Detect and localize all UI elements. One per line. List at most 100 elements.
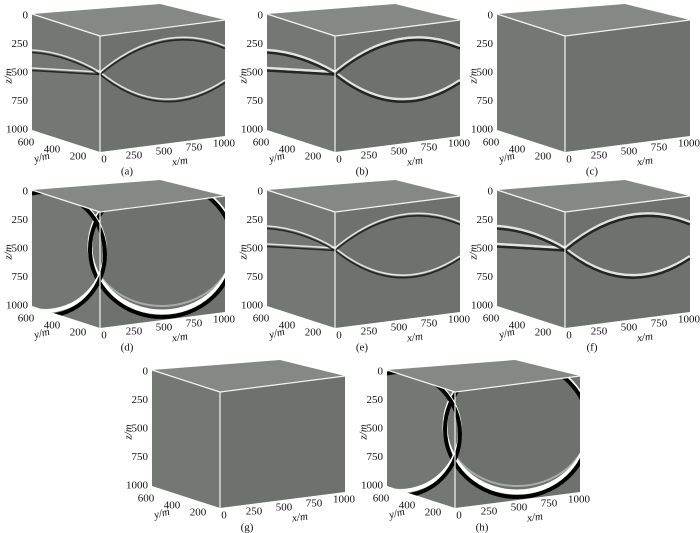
z-tick-label: 0 [488, 186, 494, 198]
z-tick-label: 250 [477, 38, 494, 50]
cube-edge [151, 369, 221, 393]
y-tick-label: 200 [425, 507, 442, 519]
x-tick-label: 250 [361, 150, 378, 162]
z-tick-label: 0 [258, 10, 264, 22]
side-face [267, 14, 335, 152]
top-face [152, 360, 345, 392]
x-tick-label: 500 [276, 502, 293, 514]
z-tick-label: 500 [367, 423, 384, 435]
top-face [32, 4, 225, 36]
wavefront [443, 370, 580, 499]
top-face [32, 180, 225, 212]
side-face [497, 190, 565, 328]
x-tick-label: 250 [126, 326, 143, 338]
z-tick-label: 1000 [241, 300, 264, 312]
top-face [497, 4, 690, 36]
cube-edge [31, 13, 101, 37]
y-tick-label: 200 [70, 151, 87, 163]
z-tick-label: 1000 [361, 480, 384, 492]
y-axis-title: y/m [32, 326, 51, 342]
panel-label: (h) [476, 522, 489, 533]
z-tick-label: 0 [488, 10, 494, 22]
z-tick-label: 1000 [6, 124, 29, 136]
y-tick-label: 600 [373, 493, 390, 505]
x-tick-label: 750 [306, 498, 323, 510]
z-axis-title: z/m [358, 424, 370, 440]
cube-edge [496, 13, 566, 37]
panel: 0 250 500 750 1000 z/m 600 400 200 y/m 0 250 500 750 1… [468, 180, 700, 354]
wavefront [267, 212, 460, 249]
x-tick-label: 1000 [568, 494, 591, 506]
panel: 0 250 500 750 1000 z/m 600 400 200 y/m 0 250 500 750 1… [358, 360, 591, 533]
x-axis-title: x/m [290, 510, 308, 524]
wavefront [267, 243, 460, 276]
x-tick-label: 250 [591, 150, 608, 162]
side-face [32, 14, 100, 152]
z-tick-label: 0 [258, 186, 264, 198]
x-tick-label: 1000 [213, 138, 236, 150]
x-tick-label: 500 [391, 322, 408, 334]
z-tick-label: 1000 [471, 124, 494, 136]
x-tick-label: 250 [126, 150, 143, 162]
panel: 0 250 500 750 1000 z/m 600 400 200 y/m 0 250 500 750 1… [3, 4, 236, 178]
y-tick-label: 400 [279, 144, 296, 156]
y-tick-label: 200 [535, 151, 552, 163]
z-tick-label: 500 [477, 67, 494, 79]
wavefront [267, 69, 460, 103]
z-tick-label: 250 [367, 394, 384, 406]
x-tick-label: 1000 [448, 138, 471, 150]
x-tick-label: 500 [621, 322, 638, 334]
x-tick-label: 500 [621, 146, 638, 158]
x-tick-label: 750 [421, 318, 438, 330]
x-tick-label: 0 [221, 510, 227, 522]
y-tick-label: 400 [44, 320, 61, 332]
y-tick-label: 400 [509, 320, 526, 332]
panel-label: (e) [356, 342, 369, 354]
wavefield [32, 36, 225, 103]
wavefront [32, 69, 225, 103]
y-tick-label: 600 [18, 313, 35, 325]
z-tick-label: 250 [477, 214, 494, 226]
front-face [565, 20, 690, 152]
z-tick-label: 1000 [126, 480, 149, 492]
y-tick-label: 200 [190, 507, 207, 519]
z-tick-label: 250 [247, 214, 264, 226]
y-axis-title: y/m [267, 150, 286, 166]
x-tick-label: 1000 [448, 314, 471, 326]
panel-label: (d) [121, 342, 134, 354]
z-tick-label: 750 [12, 271, 29, 283]
z-axis-title: z/m [3, 68, 15, 84]
x-tick-label: 1000 [678, 314, 700, 326]
x-axis-title: x/m [170, 330, 188, 344]
z-axis-title: z/m [468, 244, 480, 260]
z-tick-label: 750 [12, 95, 29, 107]
x-tick-label: 1000 [333, 494, 356, 506]
z-axis-title: z/m [238, 244, 250, 260]
x-axis-title: x/m [525, 510, 543, 524]
z-tick-label: 0 [23, 186, 29, 198]
x-tick-label: 500 [511, 502, 528, 514]
x-axis-title: x/m [170, 154, 188, 168]
z-tick-label: 0 [378, 366, 384, 378]
wavefront [267, 245, 460, 279]
z-tick-label: 750 [367, 451, 384, 463]
z-tick-label: 250 [12, 38, 29, 50]
x-tick-label: 0 [336, 330, 342, 342]
x-axis-title: x/m [405, 154, 423, 168]
y-tick-label: 400 [399, 500, 416, 512]
x-tick-label: 500 [391, 146, 408, 158]
z-tick-label: 0 [23, 10, 29, 22]
top-face [497, 180, 690, 212]
wavefront [32, 67, 225, 100]
y-axis-title: y/m [267, 326, 286, 342]
z-axis-title: z/m [468, 68, 480, 84]
y-tick-label: 600 [483, 137, 500, 149]
side-face [32, 190, 100, 328]
panel-label: (b) [356, 166, 369, 178]
x-tick-label: 0 [456, 510, 462, 522]
cube-edge [496, 189, 566, 213]
front-face [455, 376, 580, 508]
wavefront [32, 39, 225, 76]
wavefront [267, 66, 460, 101]
